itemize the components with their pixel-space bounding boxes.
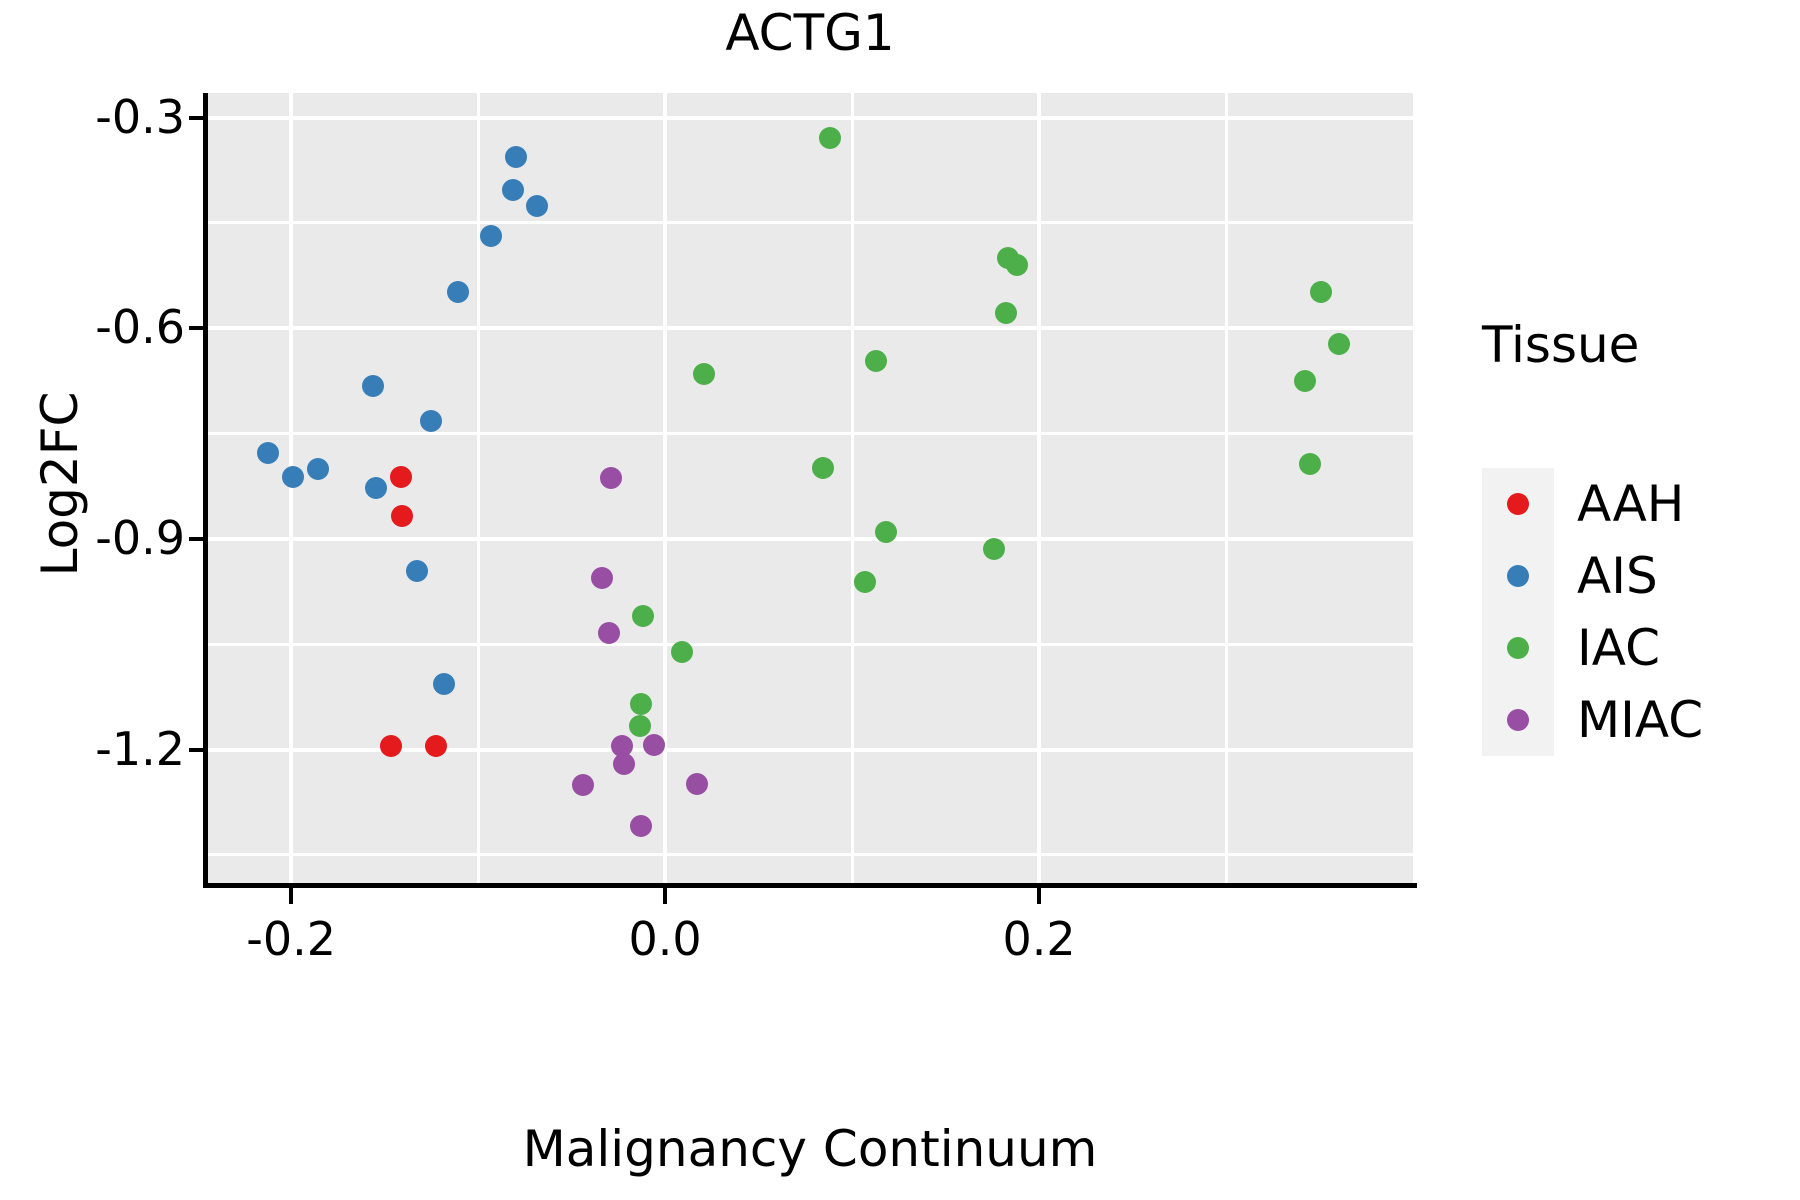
gridline-horizontal-minor — [207, 432, 1413, 436]
scatter-point-ais — [447, 281, 470, 304]
legend-item-aah[interactable]: AAH — [1482, 468, 1800, 540]
gridline-horizontal-major — [207, 747, 1413, 752]
scatter-point-aah — [425, 734, 448, 757]
scatter-point-iac — [629, 693, 652, 716]
chart-title: ACTG1 — [725, 4, 895, 62]
scatter-point-iac — [1005, 253, 1028, 276]
scatter-point-miac — [612, 752, 635, 775]
scatter-point-ais — [362, 374, 385, 397]
scatter-point-iac — [812, 457, 835, 480]
legend-title: Tissue — [1482, 316, 1640, 374]
y-tick-label: -0.6 — [95, 300, 185, 355]
scatter-point-ais — [433, 673, 456, 696]
gridline-vertical-minor — [850, 93, 854, 883]
y-tick-mark — [189, 536, 204, 541]
scatter-point-iac — [1293, 370, 1316, 393]
x-tick-label: -0.2 — [246, 912, 336, 966]
legend-item-iac[interactable]: IAC — [1482, 612, 1800, 684]
scatter-point-miac — [571, 774, 594, 797]
legend-swatch-iac — [1507, 637, 1529, 659]
scatter-point-ais — [420, 409, 443, 432]
legend-label: IAC — [1577, 619, 1660, 677]
scatter-point-iac — [854, 571, 877, 594]
gridline-horizontal-minor — [207, 853, 1413, 857]
scatter-point-aah — [391, 505, 414, 528]
plot-panel — [207, 93, 1413, 883]
scatter-point-ais — [282, 465, 304, 488]
scatter-point-miac — [685, 772, 708, 795]
gridline-vertical-minor — [1224, 93, 1228, 883]
gridline-horizontal-major — [207, 536, 1413, 541]
x-tick-label: 0.0 — [628, 912, 702, 966]
scatter-point-iac — [983, 538, 1006, 561]
scatter-point-iac — [995, 302, 1018, 325]
x-tick-mark — [1037, 888, 1042, 904]
scatter-point-ais — [505, 146, 528, 169]
x-axis-label: Malignancy Continuum — [522, 1120, 1098, 1178]
x-tick-mark — [663, 888, 668, 904]
scatter-point-iac — [670, 641, 693, 664]
scatter-point-miac — [591, 566, 614, 589]
scatter-point-aah — [380, 734, 403, 757]
y-axis-label: Log2FC — [31, 391, 89, 577]
legend-label: AAH — [1577, 475, 1685, 533]
scatter-point-iac — [818, 126, 841, 149]
scatter-point-ais — [365, 477, 388, 500]
gridline-vertical-minor — [476, 93, 480, 883]
scatter-point-ais — [480, 224, 503, 247]
gridline-horizontal-major — [207, 326, 1413, 331]
legend-swatch-miac — [1507, 709, 1529, 731]
gridline-horizontal-minor — [207, 642, 1413, 646]
scatter-point-miac — [629, 815, 652, 838]
y-tick-mark — [189, 747, 204, 752]
scatter-point-ais — [307, 458, 330, 481]
scatter-point-aah — [389, 465, 412, 488]
scatter-point-iac — [1310, 281, 1333, 304]
scatter-point-iac — [631, 604, 654, 627]
gridline-vertical-major — [289, 93, 294, 883]
scatter-point-ais — [406, 559, 429, 582]
y-tick-mark — [189, 115, 204, 120]
scatter-point-miac — [611, 735, 634, 758]
scatter-point-iac — [628, 715, 651, 738]
gridline-horizontal-major — [207, 115, 1413, 120]
legend-label: AIS — [1577, 547, 1658, 605]
scatter-point-miac — [598, 622, 620, 644]
y-tick-label: -0.9 — [95, 510, 185, 565]
legend-swatch-ais — [1507, 565, 1529, 587]
y-tick-label: -1.2 — [95, 721, 185, 776]
scatter-point-iac — [874, 521, 897, 544]
scatter-point-miac — [599, 466, 622, 489]
scatter-point-ais — [501, 179, 524, 202]
y-axis-line — [203, 93, 208, 888]
x-axis-line — [203, 883, 1417, 888]
scatter-point-iac — [1299, 452, 1322, 475]
legend-label: MIAC — [1577, 691, 1704, 749]
x-tick-mark — [289, 888, 294, 904]
scatter-point-iac — [693, 362, 716, 385]
gridline-vertical-major — [1037, 93, 1042, 883]
legend: Tissue AAH AIS IAC MIAC — [1470, 316, 1800, 756]
scatter-point-iac — [1328, 333, 1351, 356]
scatter-point-ais — [526, 194, 548, 217]
gridline-vertical-major — [663, 93, 668, 883]
gridline-horizontal-minor — [207, 221, 1413, 225]
scatter-point-iac — [865, 349, 888, 372]
scatter-point-ais — [256, 441, 279, 464]
x-tick-label: 0.2 — [1002, 912, 1076, 966]
scatter-point-miac — [642, 733, 665, 756]
y-tick-mark — [189, 326, 204, 331]
y-tick-label: -0.3 — [95, 89, 185, 144]
legend-swatch-aah — [1507, 493, 1529, 515]
legend-key-background — [1482, 468, 1554, 756]
legend-item-ais[interactable]: AIS — [1482, 540, 1800, 612]
legend-item-miac[interactable]: MIAC — [1482, 684, 1800, 756]
